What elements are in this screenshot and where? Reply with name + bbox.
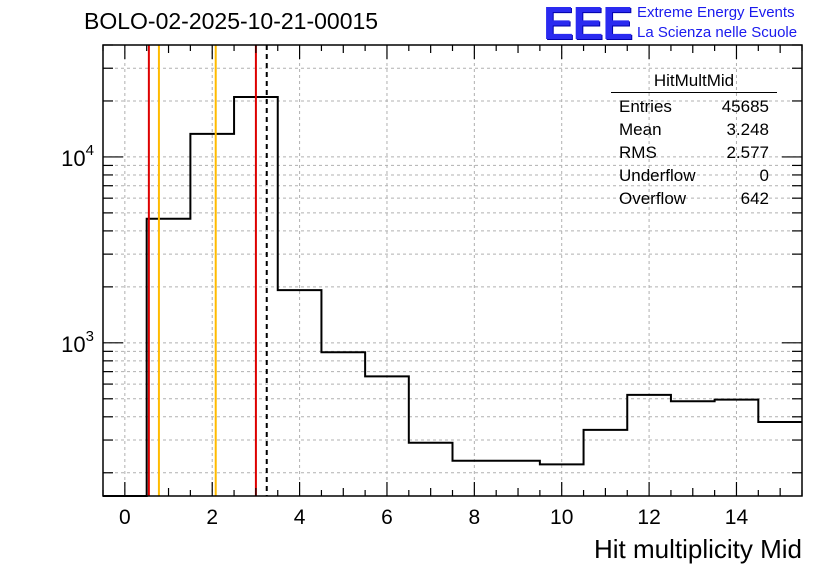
stats-value: 45685 bbox=[721, 97, 769, 116]
x-tick-label: 6 bbox=[381, 506, 393, 529]
stats-separator bbox=[611, 92, 777, 93]
x-tick-label: 4 bbox=[294, 506, 306, 529]
stats-box: HitMultMid Entries 45685 Mean 3.248 RMS … bbox=[611, 70, 777, 210]
logo-tagline-2: La Scienza nelle Scuole bbox=[637, 24, 798, 41]
stats-label: Underflow bbox=[619, 166, 696, 185]
stats-row-rms: RMS 2.577 bbox=[611, 141, 777, 164]
stats-label: Entries bbox=[619, 97, 672, 116]
x-tick-label: 12 bbox=[637, 506, 660, 529]
y-tick-label: 103 bbox=[61, 328, 94, 357]
y-tick-label: 104 bbox=[61, 142, 94, 171]
histogram-outline bbox=[103, 96, 802, 497]
x-tick-label: 14 bbox=[725, 506, 749, 529]
logo-tagline-1: Extreme Energy Events bbox=[637, 4, 795, 21]
stats-value: 642 bbox=[740, 189, 769, 208]
chart-title: BOLO-02-2025-10-21-00015 bbox=[84, 8, 379, 34]
stats-row-entries: Entries 45685 bbox=[611, 95, 777, 118]
stats-row-mean: Mean 3.248 bbox=[611, 118, 777, 141]
stats-label: Overflow bbox=[619, 189, 687, 208]
stats-row-underflow: Underflow 0 bbox=[611, 164, 777, 187]
x-tick-label: 8 bbox=[469, 506, 481, 529]
stats-value: 0 bbox=[759, 166, 769, 185]
stats-value: 3.248 bbox=[726, 120, 769, 139]
stats-value: 2.577 bbox=[726, 143, 769, 162]
x-tick-label: 10 bbox=[550, 506, 573, 529]
x-tick-label: 0 bbox=[119, 506, 131, 529]
x-axis-label: Hit multiplicity Mid bbox=[593, 534, 802, 564]
stats-label: Mean bbox=[619, 120, 662, 139]
eee-logo: EEE bbox=[543, 0, 633, 49]
stats-label: RMS bbox=[619, 143, 657, 162]
stats-title: HitMultMid bbox=[653, 71, 735, 90]
x-tick-label: 2 bbox=[206, 506, 218, 529]
stats-row-overflow: Overflow 642 bbox=[611, 187, 777, 210]
